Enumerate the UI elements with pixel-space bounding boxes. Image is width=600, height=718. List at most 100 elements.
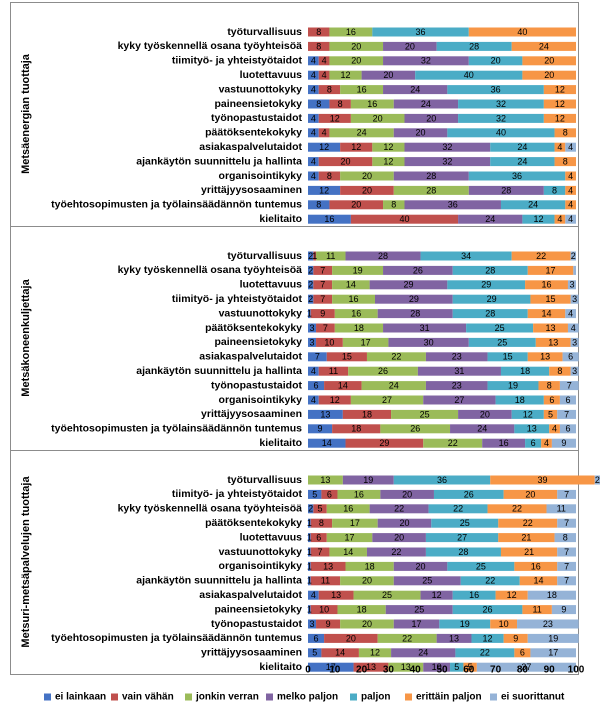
bar-erittain-paljon	[543, 113, 576, 123]
bar-ei-suorittanut	[557, 489, 576, 499]
bar-melko-paljon	[404, 200, 501, 210]
bar-jonkin-verran	[329, 128, 394, 138]
bar-ei-lainkaan	[308, 547, 311, 557]
category-label: asiakaspalvelutaidot	[199, 351, 302, 363]
data-label: 2	[595, 475, 600, 485]
bar-ei-lainkaan	[308, 648, 322, 658]
bar-ei-lainkaan	[308, 576, 311, 586]
legend-swatch-erittain-paljon	[405, 693, 412, 701]
data-label: 25	[495, 323, 505, 333]
bar-jonkin-verran	[372, 142, 405, 152]
bar-melko-paljon	[383, 85, 448, 95]
data-label: 15	[546, 294, 556, 304]
bar-ei-suorittanut	[594, 475, 600, 485]
data-label: 32	[496, 113, 506, 123]
bar-jonkin-verran	[326, 504, 370, 514]
bar-paljon	[447, 85, 544, 95]
data-label: 20	[394, 532, 404, 542]
bar-ei-lainkaan	[308, 633, 325, 643]
x-tick-label: 40	[410, 665, 422, 676]
bar-jonkin-verran	[332, 518, 378, 528]
data-label: 36	[491, 84, 501, 94]
bar-melko-paljon	[375, 294, 453, 304]
bar-paljon	[452, 605, 523, 615]
data-label: 2	[571, 251, 576, 261]
bar-ei-suorittanut	[570, 294, 579, 304]
data-label: 23	[452, 380, 462, 390]
data-label: 13	[546, 323, 556, 333]
bar-ei-lainkaan	[308, 157, 319, 167]
bar-melko-paljon	[385, 605, 453, 615]
data-label: 20	[416, 128, 426, 138]
data-label: 21	[524, 547, 534, 557]
bar-paljon	[425, 547, 501, 557]
legend-swatch-jonkin-verran	[185, 693, 192, 701]
bar-vain-vahan	[321, 648, 359, 658]
data-label: 6	[327, 489, 332, 499]
legend-swatch-paljon	[350, 693, 357, 701]
bar-paljon	[500, 200, 566, 210]
data-label: 3	[310, 323, 315, 333]
bar-ei-suorittanut	[557, 409, 576, 419]
bar-ei-lainkaan	[308, 381, 325, 391]
data-label: 7	[318, 547, 323, 557]
bar-ei-lainkaan	[308, 489, 322, 499]
data-label: 20	[426, 113, 436, 123]
bar-erittain-paljon	[525, 280, 568, 290]
bar-erittain-paljon	[549, 366, 571, 376]
data-label: 8	[338, 99, 343, 109]
category-label: päätöksentekokyky	[205, 127, 302, 139]
data-label: 16	[357, 84, 367, 94]
data-label: 36	[512, 171, 522, 181]
data-label: 20	[383, 70, 393, 80]
bar-ei-suorittanut	[562, 352, 579, 362]
data-label: 9	[513, 633, 518, 643]
bar-jonkin-verran	[334, 323, 384, 333]
bar-melko-paljon	[383, 56, 469, 66]
data-label: 25	[497, 337, 507, 347]
data-label: 11	[326, 251, 335, 261]
bar-paljon	[468, 171, 566, 181]
bar-ei-suorittanut	[557, 576, 576, 586]
bar-jonkin-verran	[332, 294, 375, 304]
data-label: 40	[399, 214, 409, 224]
legend-label-ei-lainkaan: ei lainkaan	[55, 692, 106, 703]
bar-ei-suorittanut	[565, 142, 576, 152]
data-label: 25	[420, 409, 430, 419]
data-label: 24	[357, 128, 367, 138]
data-label: 18	[351, 424, 361, 434]
data-label: 12	[507, 590, 517, 600]
data-label: 24	[517, 156, 527, 166]
data-label: 2	[308, 280, 313, 290]
bar-jonkin-verran	[326, 533, 373, 543]
data-label: 40	[517, 27, 527, 37]
legend-label-jonkin-verran: jonkin verran	[195, 692, 259, 703]
x-tick-label: 70	[490, 665, 502, 676]
data-label: 24	[421, 99, 431, 109]
bar-erittain-paljon	[511, 251, 571, 261]
category-label: ajankäytön suunnittelu ja hallinta	[136, 575, 302, 587]
data-label: 11	[532, 604, 541, 614]
data-label: 1	[307, 532, 312, 542]
bar-melko-paljon	[423, 662, 451, 672]
data-label: 6	[565, 395, 570, 405]
data-label: 20	[416, 561, 426, 571]
bar-vain-vahan	[310, 605, 338, 615]
data-label: 28	[501, 185, 511, 195]
bar-erittain-paljon	[527, 309, 566, 319]
data-label: 27	[382, 395, 392, 405]
legend-label-erittain-paljon: erittäin paljon	[416, 692, 482, 703]
bar-jonkin-verran	[337, 489, 381, 499]
bar-ei-suorittanut	[559, 424, 576, 434]
bar-vain-vahan	[316, 323, 335, 333]
data-label: 22	[448, 438, 458, 448]
data-label: 22	[480, 648, 490, 658]
data-label: 13	[366, 662, 376, 672]
bar-melko-paljon	[383, 265, 453, 275]
bar-ei-lainkaan	[308, 185, 341, 195]
category-label: työehtosopimusten ja työlainsäädännön tu…	[51, 199, 302, 211]
category-label: ajankäytön suunnittelu ja hallinta	[136, 365, 302, 377]
data-label: 36	[416, 27, 426, 37]
bar-paljon	[487, 352, 528, 362]
data-label: 22	[402, 633, 412, 643]
